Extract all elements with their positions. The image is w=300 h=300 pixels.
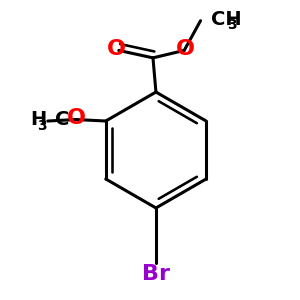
Text: 3: 3 — [37, 119, 46, 134]
Text: O: O — [67, 108, 86, 128]
Text: O: O — [107, 39, 126, 59]
Text: Br: Br — [142, 264, 170, 284]
Text: CH: CH — [211, 10, 242, 29]
Text: C: C — [55, 110, 70, 129]
Text: H: H — [30, 110, 46, 129]
Text: 3: 3 — [227, 18, 237, 32]
Text: O: O — [176, 39, 195, 59]
